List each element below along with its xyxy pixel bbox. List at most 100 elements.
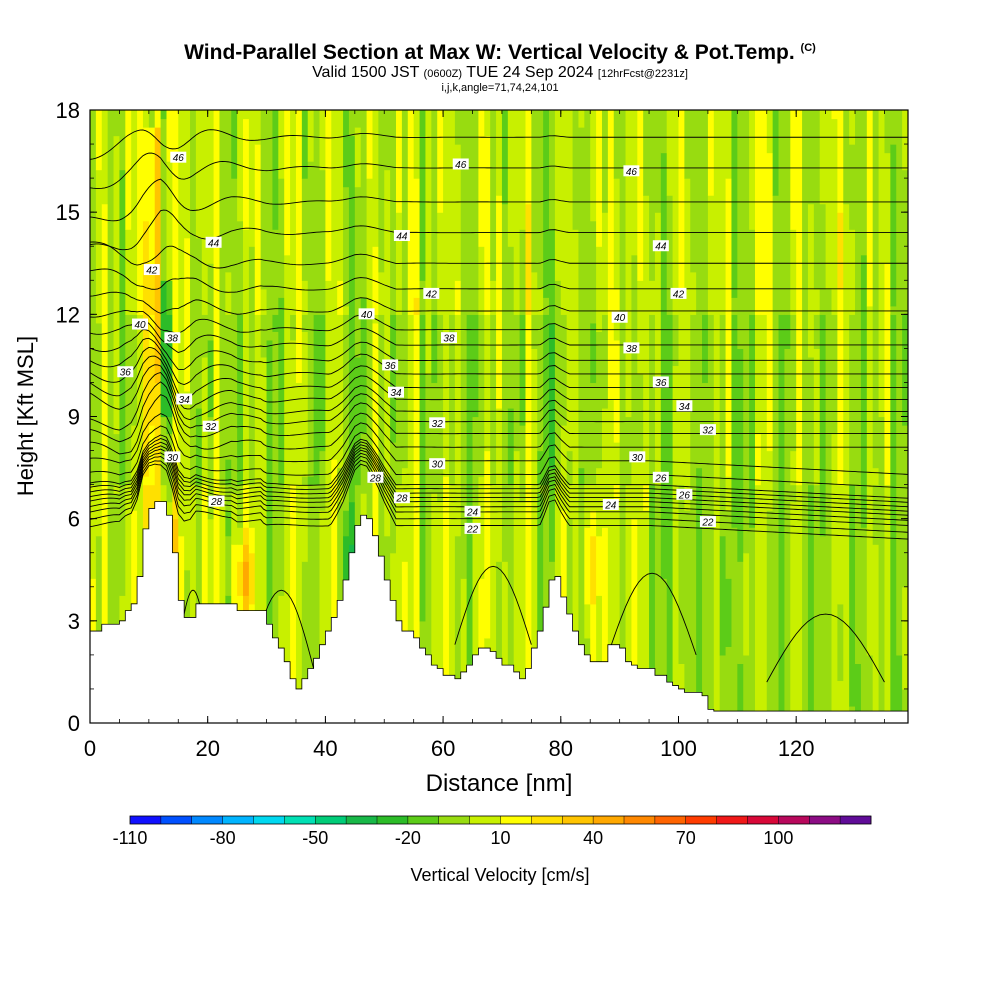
velocity-cell	[872, 484, 880, 545]
velocity-cell	[160, 280, 168, 418]
velocity-cell	[496, 110, 503, 196]
velocity-cell	[337, 484, 344, 503]
velocity-cell	[507, 484, 515, 712]
velocity-cell	[396, 484, 403, 665]
velocity-cell	[678, 484, 685, 665]
colorbar-tick-label: -80	[210, 828, 236, 848]
colorbar-tick-label: 70	[676, 828, 696, 848]
colorbar-swatch	[253, 816, 285, 824]
velocity-cell	[413, 178, 421, 298]
isentrope-21	[90, 459, 908, 533]
velocity-cell	[219, 110, 226, 486]
velocity-cell	[525, 110, 532, 205]
velocity-cell	[866, 305, 874, 656]
velocity-cell	[307, 161, 315, 477]
velocity-cell	[507, 246, 515, 409]
velocity-cell	[337, 280, 344, 315]
velocity-cell	[448, 484, 456, 712]
vertical-velocity-field	[90, 110, 908, 712]
velocity-cell	[301, 484, 309, 562]
velocity-cell	[178, 110, 185, 537]
velocity-cell	[719, 654, 727, 712]
forecast-info: [12hrFcst@2231z]	[597, 68, 688, 80]
velocity-cell	[384, 169, 391, 477]
svg-text:26: 26	[678, 490, 691, 501]
velocity-cell	[348, 501, 356, 545]
velocity-cell	[813, 314, 821, 349]
velocity-cell	[201, 484, 209, 699]
velocity-cell	[737, 561, 744, 665]
velocity-cell	[884, 152, 891, 264]
contour-label: 38	[164, 332, 181, 345]
contour-label: 30	[429, 458, 446, 471]
velocity-cell	[537, 484, 544, 494]
isentrope-40	[90, 310, 908, 334]
svg-text:42: 42	[146, 266, 158, 277]
velocity-cell	[278, 110, 285, 179]
velocity-cell	[184, 390, 191, 571]
colorbar-swatch	[593, 816, 625, 824]
velocity-cell	[578, 484, 585, 712]
velocity-cell	[849, 110, 856, 145]
velocity-cell	[231, 493, 238, 545]
velocity-cell	[142, 484, 150, 528]
contour-label: 34	[388, 386, 405, 399]
velocity-cell	[731, 527, 738, 712]
velocity-cell	[454, 144, 462, 281]
velocity-cell	[849, 144, 856, 230]
velocity-cell	[248, 110, 256, 247]
velocity-cell	[272, 314, 279, 332]
isentrope-38	[90, 329, 908, 370]
velocity-cell	[537, 110, 544, 290]
velocity-cell	[437, 501, 444, 712]
svg-text:38: 38	[167, 334, 179, 345]
svg-text:38: 38	[443, 334, 455, 345]
velocity-cell	[248, 484, 256, 528]
velocity-cell	[231, 544, 238, 613]
velocity-cell	[596, 110, 603, 247]
velocity-cell	[813, 348, 821, 486]
velocity-cell	[113, 135, 121, 435]
velocity-cell	[654, 212, 662, 486]
velocity-cell	[855, 663, 862, 712]
velocity-cell	[496, 561, 503, 699]
velocity-cell	[478, 314, 485, 477]
velocity-cell	[743, 654, 750, 712]
velocity-cell	[790, 110, 797, 230]
velocity-cell	[478, 246, 485, 315]
velocity-cell	[737, 110, 744, 349]
velocity-cell	[625, 416, 633, 486]
isentrope-28	[90, 434, 908, 499]
velocity-cell	[272, 331, 279, 712]
colorbar-swatch	[191, 816, 223, 824]
contour-label: 30	[164, 451, 181, 464]
isentrope-32	[90, 381, 908, 443]
velocity-cell	[519, 229, 527, 315]
velocity-cell	[466, 110, 474, 315]
velocity-cell	[225, 535, 232, 596]
velocity-cell	[366, 110, 374, 179]
velocity-cell	[154, 110, 162, 128]
velocity-cell	[148, 127, 156, 273]
velocity-cell	[390, 110, 397, 315]
svg-text:36: 36	[655, 378, 667, 389]
velocity-cell	[142, 476, 150, 486]
velocity-cell	[896, 654, 903, 712]
velocity-cell	[837, 110, 844, 213]
contour-label: 26	[652, 471, 669, 484]
svg-text:44: 44	[208, 238, 220, 249]
velocity-cell	[301, 178, 309, 281]
velocity-cell	[549, 229, 556, 324]
velocity-cell	[660, 152, 668, 579]
velocity-cell	[348, 110, 356, 137]
velocity-cell	[437, 110, 444, 213]
chart-title-block: Wind-Parallel Section at Max W: Vertical…	[0, 36, 1000, 94]
svg-text:36: 36	[120, 368, 132, 379]
velocity-cell	[860, 527, 868, 712]
velocity-cell	[343, 510, 350, 537]
y-tick-label: 12	[56, 302, 80, 327]
contour-label: 46	[452, 158, 469, 171]
svg-text:40: 40	[614, 313, 626, 324]
velocity-cell	[307, 476, 315, 486]
